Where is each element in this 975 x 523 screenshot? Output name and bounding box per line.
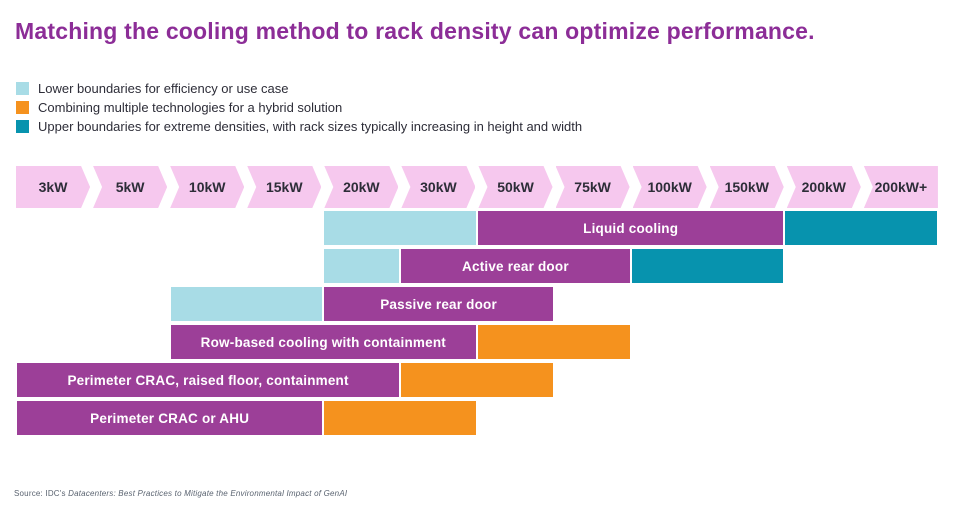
density-header-cell-75kw: 75kW bbox=[556, 166, 630, 208]
bar-label: Liquid cooling bbox=[583, 220, 679, 236]
density-header-cell-5kw: 5kW bbox=[93, 166, 167, 208]
density-header-cell-100kw: 100kW bbox=[633, 166, 707, 208]
density-header-cell-20kw: 20kW bbox=[324, 166, 398, 208]
bar-segment-upper bbox=[784, 210, 938, 246]
legend-swatch-upper-icon bbox=[16, 120, 29, 133]
source-document-title: Datacenters: Best Practices to Mitigate … bbox=[68, 489, 348, 498]
legend-label-hybrid: Combining multiple technologies for a hy… bbox=[38, 100, 343, 115]
bar-label: Perimeter CRAC, raised floor, containmen… bbox=[67, 372, 349, 388]
density-header-cell-200kw: 200kW bbox=[787, 166, 861, 208]
density-header-cell-3kw: 3kW bbox=[16, 166, 90, 208]
bar-segment-lower bbox=[323, 248, 401, 284]
legend-swatch-hybrid-icon bbox=[16, 101, 29, 114]
bar-segment-lower bbox=[169, 286, 324, 322]
bar-segment-primary: Active rear door bbox=[400, 248, 631, 284]
chart-row: Perimeter CRAC or AHU bbox=[16, 400, 938, 436]
chart-row: Active rear door bbox=[16, 248, 938, 284]
bar-label: Row-based cooling with containment bbox=[200, 334, 446, 350]
legend-item-hybrid: Combining multiple technologies for a hy… bbox=[16, 98, 582, 117]
page-title: Matching the cooling method to rack dens… bbox=[15, 18, 815, 44]
bar-segment-hybrid bbox=[477, 324, 631, 360]
bar-segment-hybrid bbox=[323, 400, 477, 436]
bar-segment-primary: Perimeter CRAC, raised floor, containmen… bbox=[16, 362, 401, 398]
bar-segment-upper bbox=[630, 248, 785, 284]
bar-label: Passive rear door bbox=[380, 296, 497, 312]
density-header-cell-150kw: 150kW bbox=[710, 166, 784, 208]
chart-row: Row-based cooling with containment bbox=[16, 324, 938, 360]
bar-label: Perimeter CRAC or AHU bbox=[90, 410, 250, 426]
density-scale-header: 3kW 5kW 10kW 15kW 20kW 30kW 50kW 75kW 100kW 150kW… bbox=[16, 166, 938, 208]
chart-row: Perimeter CRAC, raised floor, containmen… bbox=[16, 362, 938, 398]
density-header-cell-15kw: 15kW bbox=[247, 166, 321, 208]
density-header-cell-10kw: 10kW bbox=[170, 166, 244, 208]
legend-swatch-lower-icon bbox=[16, 82, 29, 95]
legend-item-lower: Lower boundaries for efficiency or use c… bbox=[16, 79, 582, 98]
bar-segment-primary: Passive rear door bbox=[323, 286, 554, 322]
bar-label: Active rear door bbox=[462, 258, 569, 274]
bar-segment-lower bbox=[323, 210, 477, 246]
bar-segment-hybrid bbox=[400, 362, 554, 398]
density-chart: 3kW 5kW 10kW 15kW 20kW 30kW 50kW 75kW 100kW 150kW… bbox=[16, 166, 938, 438]
chart-row: Liquid cooling bbox=[16, 210, 938, 246]
legend-label-lower: Lower boundaries for efficiency or use c… bbox=[38, 81, 289, 96]
cooling-method-rows: Liquid cooling Active rear door Passive re… bbox=[16, 210, 938, 436]
legend-label-upper: Upper boundaries for extreme densities, … bbox=[38, 119, 583, 134]
bar-segment-primary: Liquid cooling bbox=[477, 210, 785, 246]
density-header-cell-50kw: 50kW bbox=[478, 166, 552, 208]
bar-segment-primary: Perimeter CRAC or AHU bbox=[16, 400, 324, 436]
source-prefix: Source: IDC's bbox=[14, 489, 69, 498]
legend: Lower boundaries for efficiency or use c… bbox=[16, 79, 582, 136]
density-header-cell-200kw-plus: 200kW+ bbox=[863, 166, 938, 208]
legend-item-upper: Upper boundaries for extreme densities, … bbox=[16, 117, 582, 136]
chart-row: Passive rear door bbox=[16, 286, 938, 322]
bar-segment-primary: Row-based cooling with containment bbox=[169, 324, 477, 360]
source-note: Source: IDC's Datacenters: Best Practice… bbox=[14, 489, 347, 498]
density-header-cell-30kw: 30kW bbox=[401, 166, 475, 208]
